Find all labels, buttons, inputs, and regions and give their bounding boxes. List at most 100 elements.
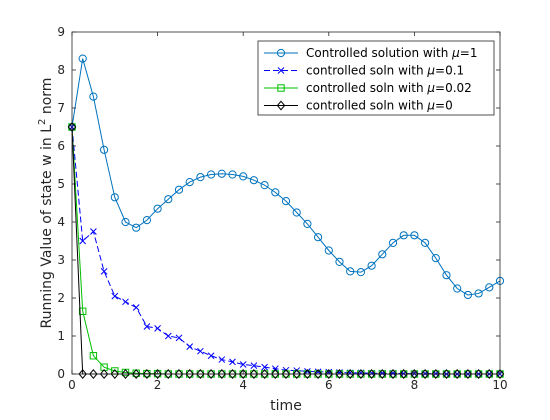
data-point xyxy=(132,304,140,311)
y-tick-label: 9 xyxy=(57,25,65,39)
legend-label: controlled soln with μ=0.1 xyxy=(306,64,464,78)
data-point xyxy=(142,369,152,379)
data-point xyxy=(324,246,333,255)
data-point xyxy=(420,369,430,379)
data-point xyxy=(228,170,237,179)
x-tick-label: 2 xyxy=(154,378,162,392)
data-point xyxy=(260,181,269,190)
data-point xyxy=(485,283,494,292)
data-point xyxy=(132,223,141,232)
data-point xyxy=(238,369,248,379)
data-point xyxy=(89,369,98,379)
y-tick-label: 2 xyxy=(57,291,65,305)
data-point xyxy=(271,188,280,197)
data-point xyxy=(121,369,130,379)
data-point xyxy=(206,369,216,379)
y-tick-label: 3 xyxy=(57,253,65,267)
y-tick-label: 7 xyxy=(57,101,65,115)
data-point xyxy=(90,228,97,235)
data-point xyxy=(345,369,355,379)
x-tick-label: 4 xyxy=(239,378,247,392)
data-point xyxy=(164,195,173,204)
data-point xyxy=(495,369,505,379)
data-point xyxy=(313,369,323,379)
data-point xyxy=(388,369,398,379)
data-point xyxy=(218,356,226,363)
data-point xyxy=(100,268,108,275)
legend-label: Controlled solution with μ=1 xyxy=(306,46,477,60)
y-axis-title: Running Value of state w in L2 norm xyxy=(37,78,55,329)
data-point xyxy=(185,178,194,187)
x-axis-title: time xyxy=(270,398,302,414)
data-point xyxy=(164,332,172,340)
data-point xyxy=(197,347,204,355)
data-point xyxy=(474,369,483,379)
data-point xyxy=(410,369,419,379)
data-point xyxy=(431,254,440,263)
x-tick-label: 8 xyxy=(411,378,419,392)
data-point xyxy=(421,238,430,247)
legend-label: controlled soln with μ=0 xyxy=(306,99,453,113)
data-point xyxy=(164,369,173,379)
legend: Controlled solution with μ=1 controlled s… xyxy=(257,40,495,116)
data-point xyxy=(207,352,215,360)
series-line-1 xyxy=(71,58,501,296)
data-point xyxy=(196,173,205,182)
data-point xyxy=(121,217,130,227)
legend-item: controlled soln with μ=0.1 xyxy=(264,64,464,78)
data-point xyxy=(229,358,236,366)
data-point xyxy=(143,323,151,330)
y-tick-label: 6 xyxy=(57,139,65,153)
data-point xyxy=(378,369,387,379)
data-point xyxy=(356,369,366,379)
y-tick-label: 0 xyxy=(57,367,65,381)
data-point xyxy=(122,298,129,306)
data-point xyxy=(89,92,98,101)
data-point xyxy=(78,54,87,63)
data-point xyxy=(410,231,419,240)
data-point xyxy=(281,369,291,379)
y-tick-label: 8 xyxy=(57,63,65,77)
data-point xyxy=(78,369,87,379)
x-tick-label: 10 xyxy=(492,378,507,392)
data-point xyxy=(474,289,483,298)
data-point xyxy=(154,325,161,332)
data-point xyxy=(174,369,184,379)
data-point xyxy=(260,369,269,379)
data-point xyxy=(89,352,98,360)
y-tick-label: 1 xyxy=(57,329,65,343)
data-point xyxy=(324,369,334,379)
axes-box xyxy=(71,31,501,375)
y-tick-label: 4 xyxy=(57,215,65,229)
data-point xyxy=(261,363,268,371)
data-point xyxy=(79,237,87,245)
data-point xyxy=(217,369,227,379)
data-point xyxy=(367,369,376,379)
data-point xyxy=(304,367,311,375)
data-point xyxy=(442,369,451,379)
x-tick-label: 6 xyxy=(325,378,333,392)
data-point xyxy=(196,369,205,379)
data-point xyxy=(463,369,473,379)
data-point xyxy=(249,369,259,379)
data-point xyxy=(303,369,312,379)
data-point xyxy=(281,197,291,206)
legend-marker xyxy=(277,84,285,92)
legend-item: controlled soln with μ=0.02 xyxy=(264,81,472,95)
data-point xyxy=(335,257,344,266)
data-point xyxy=(185,369,194,379)
data-point xyxy=(388,238,398,247)
legend-marker xyxy=(276,48,286,58)
data-point xyxy=(110,369,120,379)
data-point xyxy=(292,208,301,217)
data-point xyxy=(346,267,355,276)
data-point xyxy=(186,343,194,350)
legend-label: controlled soln with μ=0.02 xyxy=(306,81,472,95)
data-point xyxy=(399,369,408,379)
data-point xyxy=(110,193,119,202)
data-point xyxy=(367,261,376,270)
legend-item: Controlled solution with μ=1 xyxy=(264,46,477,60)
data-point xyxy=(131,369,141,379)
data-point xyxy=(399,231,408,240)
